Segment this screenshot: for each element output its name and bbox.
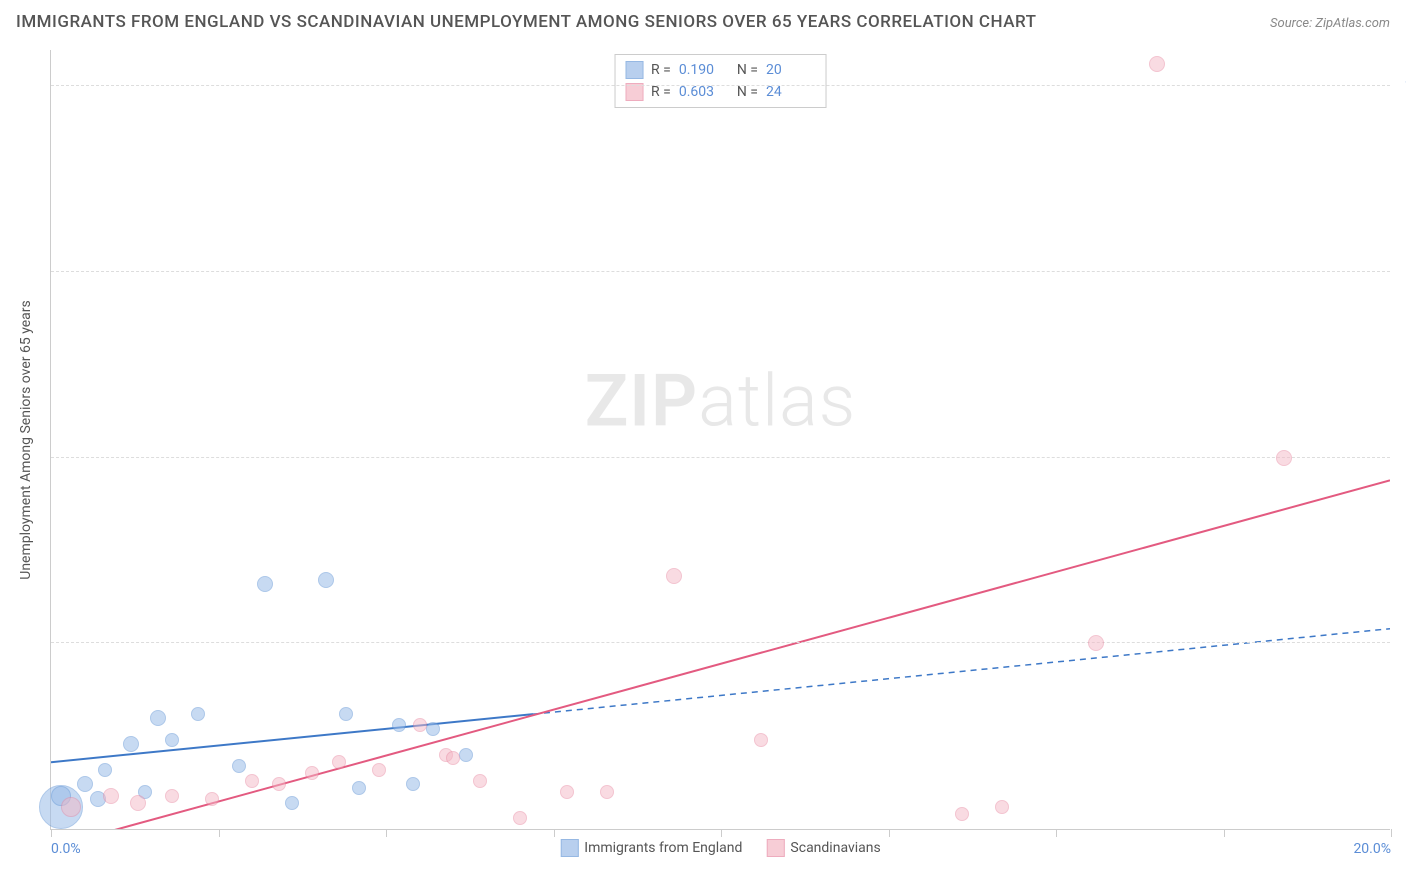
- scatter-point-england: [77, 776, 93, 792]
- scatter-point-scandinavians: [205, 792, 219, 806]
- scatter-point-scandinavians: [666, 568, 682, 584]
- chart-header: IMMIGRANTS FROM ENGLAND VS SCANDINAVIAN …: [16, 12, 1390, 32]
- x-tick: [554, 829, 555, 837]
- watermark: ZIPatlas: [585, 358, 857, 443]
- scatter-point-scandinavians: [1276, 450, 1292, 466]
- scatter-point-scandinavians: [446, 751, 460, 765]
- x-tick: [51, 829, 52, 837]
- legend-item-scandinavians: Scandinavians: [766, 839, 880, 857]
- scatter-point-england: [165, 733, 179, 747]
- scatter-point-england: [123, 736, 139, 752]
- scatter-point-scandinavians: [272, 777, 286, 791]
- gridline: [51, 271, 1390, 272]
- scatter-point-scandinavians: [1088, 635, 1104, 651]
- x-tick: [1391, 829, 1392, 837]
- scatter-point-scandinavians: [560, 785, 574, 799]
- scatter-point-scandinavians: [600, 785, 614, 799]
- x-tick-label: 20.0%: [1353, 841, 1391, 857]
- gridline: [51, 642, 1390, 643]
- legend-label-england: Immigrants from England: [584, 840, 742, 856]
- scatter-point-scandinavians: [245, 774, 259, 788]
- trend-lines: [51, 50, 1390, 829]
- x-tick: [1056, 829, 1057, 837]
- y-axis-label: Unemployment Among Seniors over 65 years: [18, 300, 34, 580]
- x-tick: [386, 829, 387, 837]
- scatter-point-england: [285, 796, 299, 810]
- scatter-point-scandinavians: [413, 718, 427, 732]
- scatter-point-scandinavians: [372, 763, 386, 777]
- scatter-point-scandinavians: [995, 800, 1009, 814]
- scatter-point-scandinavians: [103, 788, 119, 804]
- scatter-point-scandinavians: [955, 807, 969, 821]
- gridline: [51, 457, 1390, 458]
- scatter-point-scandinavians: [332, 755, 346, 769]
- gridline: [51, 85, 1390, 86]
- scatter-point-scandinavians: [473, 774, 487, 788]
- x-tick-label: 0.0%: [51, 841, 81, 857]
- x-tick: [721, 829, 722, 837]
- scatter-point-scandinavians: [1149, 56, 1165, 72]
- legend-row-england: R = 0.190 N = 20: [625, 59, 816, 81]
- scatter-point-scandinavians: [130, 795, 146, 811]
- chart-title: IMMIGRANTS FROM ENGLAND VS SCANDINAVIAN …: [16, 12, 1036, 32]
- scatter-point-england: [150, 710, 166, 726]
- scatter-point-scandinavians: [754, 733, 768, 747]
- scatter-point-england: [98, 763, 112, 777]
- scatter-point-england: [191, 707, 205, 721]
- legend-correlation: R = 0.190 N = 20 R = 0.603 N = 24: [614, 54, 827, 108]
- scatter-point-england: [232, 759, 246, 773]
- scatter-point-england: [318, 572, 334, 588]
- x-tick: [889, 829, 890, 837]
- scatter-point-scandinavians: [305, 766, 319, 780]
- scatter-point-england: [406, 777, 420, 791]
- x-tick: [219, 829, 220, 837]
- swatch-england-icon: [560, 839, 578, 857]
- scatter-point-scandinavians: [61, 797, 81, 817]
- swatch-england: [625, 61, 643, 79]
- swatch-scandinavians-icon: [766, 839, 784, 857]
- legend-label-scandinavians: Scandinavians: [790, 840, 880, 856]
- plot-area: ZIPatlas Unemployment Among Seniors over…: [50, 50, 1390, 830]
- scatter-point-england: [459, 748, 473, 762]
- scatter-point-england: [352, 781, 366, 795]
- legend-item-england: Immigrants from England: [560, 839, 742, 857]
- x-tick: [1224, 829, 1225, 837]
- legend-series: Immigrants from England Scandinavians: [560, 839, 880, 857]
- scatter-point-scandinavians: [165, 789, 179, 803]
- scatter-point-england: [426, 722, 440, 736]
- source-attribution: Source: ZipAtlas.com: [1270, 16, 1390, 31]
- scatter-point-scandinavians: [513, 811, 527, 825]
- scatter-point-england: [392, 718, 406, 732]
- scatter-point-england: [257, 576, 273, 592]
- scatter-point-england: [339, 707, 353, 721]
